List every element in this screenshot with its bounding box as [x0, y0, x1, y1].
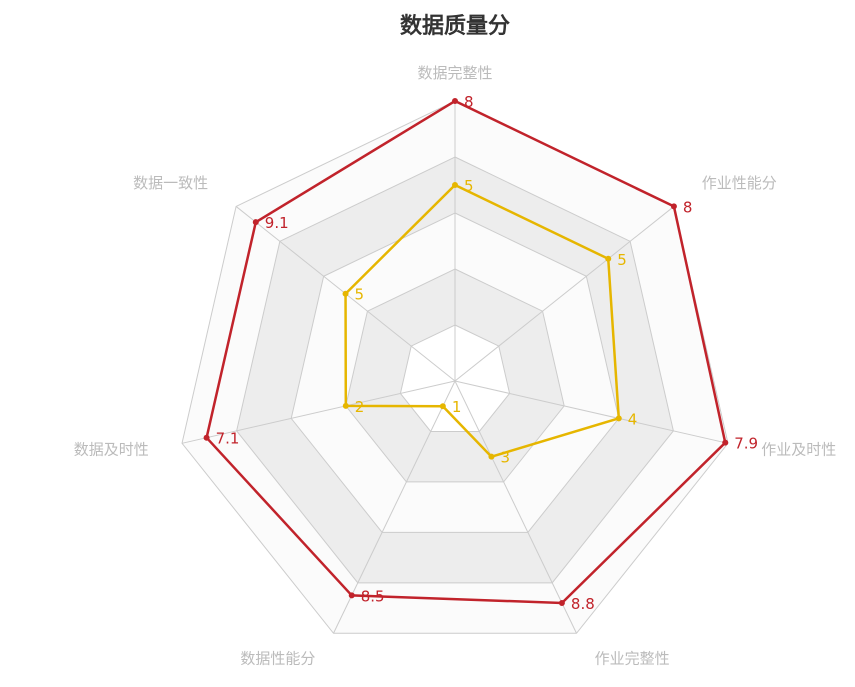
axis-line [181, 380, 456, 444]
chart-title: 数据质量分 [399, 14, 510, 39]
indicator-label: 作业完整性 [595, 649, 670, 667]
indicator-label: 数据完整性 [417, 64, 492, 82]
indicator-label: 数据一致性 [133, 174, 208, 192]
data-label: 5 [464, 177, 474, 195]
data-label: 8.5 [361, 587, 385, 605]
data-label: 5 [617, 251, 627, 269]
indicator-label: 数据及时性 [74, 441, 149, 459]
data-label: 8 [464, 93, 474, 111]
data-label: 3 [500, 449, 510, 467]
data-point [348, 592, 355, 599]
data-label: 9.1 [265, 214, 289, 232]
data-point [342, 402, 349, 409]
data-label: 5 [355, 286, 365, 304]
data-point [342, 290, 349, 297]
data-label: 8.8 [571, 595, 595, 613]
data-label: 4 [628, 410, 638, 428]
series-line [205, 99, 727, 605]
data-point [203, 434, 210, 441]
data-point [439, 403, 446, 410]
indicator-label: 数据性能分 [240, 649, 315, 667]
data-label: 8 [683, 198, 693, 216]
series-line [344, 183, 621, 459]
axis-line [454, 380, 729, 444]
data-point [722, 439, 729, 446]
data-point [452, 182, 458, 188]
data-point [615, 415, 622, 422]
data-label: 1 [452, 398, 462, 416]
data-label: 2 [355, 398, 365, 416]
data-point [488, 453, 495, 460]
axis-line [454, 206, 675, 382]
data-point [670, 203, 677, 210]
data-point [252, 219, 259, 226]
data-label: 7.9 [734, 435, 758, 453]
axis-line [454, 380, 577, 634]
data-label: 7.1 [216, 430, 240, 448]
data-point [452, 98, 458, 104]
data-point [605, 255, 612, 262]
data-point [558, 599, 565, 606]
indicator-label: 作业及时性 [761, 441, 836, 459]
axis-line [333, 380, 456, 634]
indicator-label: 作业性能分 [702, 174, 777, 192]
